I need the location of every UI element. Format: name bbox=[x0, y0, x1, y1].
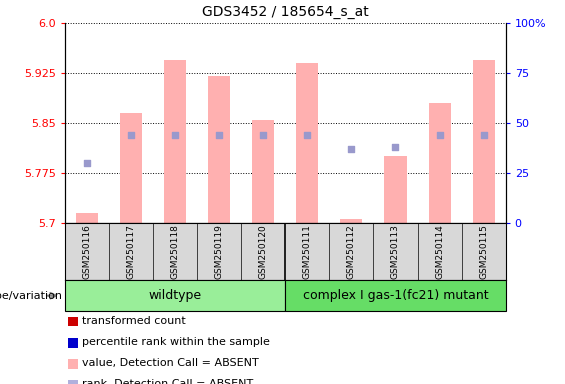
Text: GSM250111: GSM250111 bbox=[303, 224, 312, 279]
Bar bbox=[472, 60, 494, 223]
Bar bbox=[296, 63, 318, 223]
Point bbox=[215, 132, 224, 138]
Text: GSM250118: GSM250118 bbox=[171, 224, 180, 279]
Point bbox=[435, 132, 444, 138]
Bar bbox=[285, 280, 506, 311]
Bar bbox=[340, 219, 363, 223]
Bar bbox=[384, 156, 406, 223]
Text: GSM250115: GSM250115 bbox=[479, 224, 488, 279]
Text: wildtype: wildtype bbox=[149, 289, 202, 302]
Point bbox=[171, 132, 180, 138]
Text: GSM250117: GSM250117 bbox=[127, 224, 136, 279]
Bar bbox=[65, 280, 285, 311]
Text: GSM250120: GSM250120 bbox=[259, 224, 268, 279]
Text: GSM250119: GSM250119 bbox=[215, 224, 224, 279]
Bar bbox=[208, 76, 231, 223]
Point bbox=[391, 144, 400, 150]
Point bbox=[347, 146, 356, 152]
Text: complex I gas-1(fc21) mutant: complex I gas-1(fc21) mutant bbox=[303, 289, 488, 302]
Text: percentile rank within the sample: percentile rank within the sample bbox=[82, 337, 270, 347]
Title: GDS3452 / 185654_s_at: GDS3452 / 185654_s_at bbox=[202, 5, 369, 19]
Bar bbox=[252, 119, 275, 223]
Point bbox=[479, 132, 488, 138]
Point bbox=[259, 132, 268, 138]
Point bbox=[82, 160, 92, 166]
Text: transformed count: transformed count bbox=[82, 316, 186, 326]
Text: rank, Detection Call = ABSENT: rank, Detection Call = ABSENT bbox=[82, 379, 253, 384]
Bar bbox=[164, 60, 186, 223]
Text: genotype/variation: genotype/variation bbox=[0, 291, 62, 301]
Text: GSM250113: GSM250113 bbox=[391, 224, 400, 279]
Point bbox=[127, 132, 136, 138]
Text: value, Detection Call = ABSENT: value, Detection Call = ABSENT bbox=[82, 358, 259, 368]
Text: GSM250114: GSM250114 bbox=[435, 224, 444, 279]
Bar bbox=[120, 113, 142, 223]
Point bbox=[303, 132, 312, 138]
Text: GSM250112: GSM250112 bbox=[347, 224, 356, 279]
Bar bbox=[76, 213, 98, 223]
Bar bbox=[428, 103, 451, 223]
Text: GSM250116: GSM250116 bbox=[82, 224, 92, 279]
